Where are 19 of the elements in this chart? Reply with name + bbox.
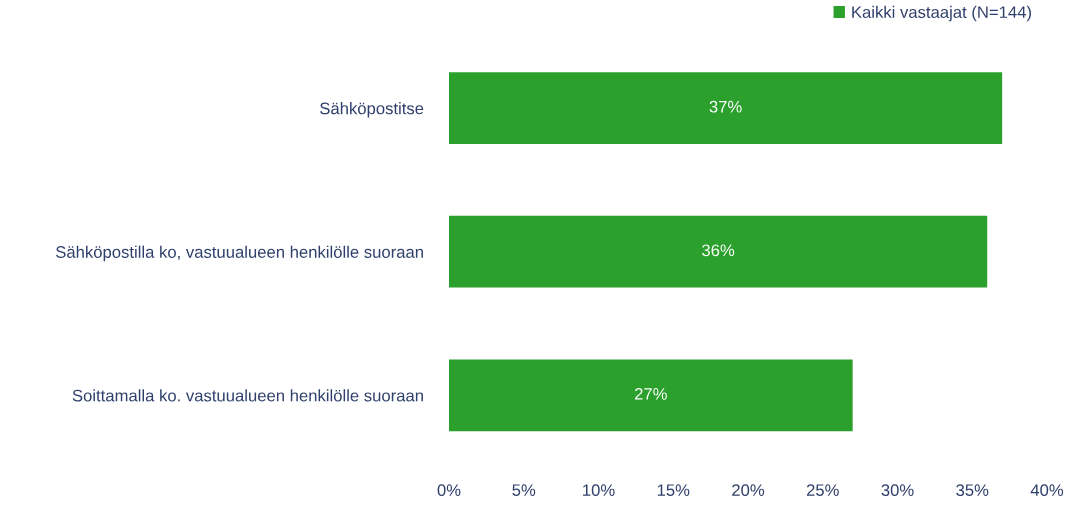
bar bbox=[449, 215, 988, 288]
legend-label: Kaikki vastaajat (N=144) bbox=[852, 5, 1031, 22]
x-tick-label: 5% bbox=[512, 484, 536, 497]
x-tick-label: 0% bbox=[437, 484, 461, 497]
x-tick-label: 25% bbox=[806, 484, 839, 497]
x-tick-label: 10% bbox=[583, 484, 615, 497]
x-tick-label: 40% bbox=[1030, 484, 1064, 497]
y-tick-label: Sähköpostitse bbox=[320, 102, 424, 118]
bar bbox=[449, 72, 1003, 145]
bar bbox=[449, 359, 853, 432]
data-label: 36% bbox=[702, 244, 735, 257]
x-tick-label: 20% bbox=[732, 484, 765, 497]
x-tick-label: 35% bbox=[956, 484, 989, 497]
data-label: 27% bbox=[634, 387, 667, 400]
y-tick-label: Soittamalla ko. vastuualueen henkilölle suoraan bbox=[72, 389, 423, 402]
x-tick-label: 15% bbox=[657, 484, 690, 497]
x-tick-label: 30% bbox=[881, 484, 914, 497]
y-tick-label: Sähköpostilla ko, vastuualueen henkilölle suoraan bbox=[56, 245, 423, 262]
data-label: 37% bbox=[709, 100, 742, 113]
